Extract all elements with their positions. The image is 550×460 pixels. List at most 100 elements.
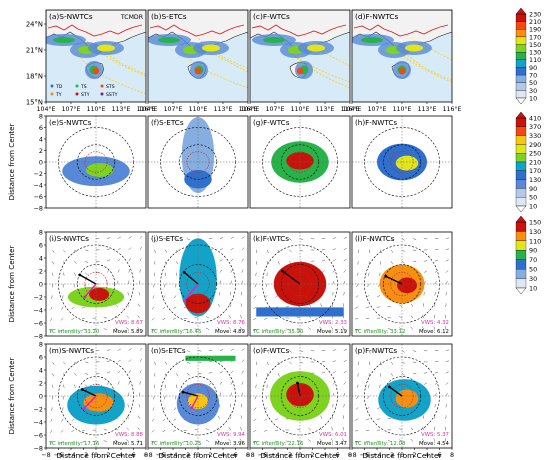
wind-vector xyxy=(217,315,221,319)
colorbar-bottom-arrow xyxy=(515,97,527,105)
wind-vector xyxy=(255,272,257,277)
wind-vector xyxy=(228,427,232,431)
vws-text: VWS: 9.94 xyxy=(217,432,246,438)
wind-vector xyxy=(445,382,449,385)
wind-vector xyxy=(219,259,223,262)
wind-vector xyxy=(390,350,394,354)
wind-vector xyxy=(230,247,234,251)
move-text: Move: 5.71 xyxy=(113,441,143,447)
wind-vector xyxy=(151,317,155,321)
wind-vector xyxy=(422,314,425,319)
motion-arrow-head xyxy=(80,388,84,391)
wind-vector xyxy=(117,247,121,251)
motion-arrow xyxy=(183,271,199,285)
wind-vector xyxy=(71,429,75,433)
wind-vector xyxy=(288,249,292,253)
wind-vector xyxy=(51,407,53,411)
x-tick-label: −8 xyxy=(41,451,50,459)
wind-vector xyxy=(399,316,403,319)
map-panel: (d)F-NWTCs 104°E 107°E 110°E 113°E 116°E xyxy=(343,9,462,113)
wind-vector xyxy=(229,415,232,419)
colorbar-top-arrow xyxy=(515,7,527,15)
x-tick-label: 2 xyxy=(310,451,314,459)
colorbar-segment xyxy=(515,52,527,60)
wind-vector xyxy=(173,306,177,309)
x-tick-label: 8 xyxy=(144,451,148,459)
x-tick-label: 104°E xyxy=(37,105,56,113)
wind-vector xyxy=(365,317,370,319)
wind-vector xyxy=(434,393,437,397)
wind-vector xyxy=(387,440,392,442)
x-tick-label: 107°E xyxy=(266,105,285,113)
wind-vector xyxy=(151,441,155,444)
wind-vector xyxy=(254,407,257,411)
legend-marker xyxy=(100,84,104,88)
map-panel-label: (d)F-NWTCs xyxy=(355,12,398,21)
motion-arrow-head xyxy=(384,274,388,278)
wind-vector xyxy=(296,316,301,319)
x-tick-label: 2 xyxy=(208,451,212,459)
wind-vector xyxy=(241,247,245,251)
y-tick-label: 6 xyxy=(39,353,43,361)
wind-vector xyxy=(228,438,231,442)
colorbar-segment xyxy=(515,144,527,154)
y-axis-label: Distance from Center xyxy=(7,124,16,201)
wind-vector xyxy=(106,382,110,385)
wind-vector xyxy=(103,440,107,442)
wind-vector xyxy=(401,373,405,376)
wind-vector xyxy=(126,303,129,307)
wind-vector xyxy=(230,348,234,351)
wind-vector xyxy=(241,236,245,239)
x-tick-label: 6 xyxy=(437,451,441,459)
y-tick-label: −6 xyxy=(34,319,43,327)
vws-text: VWS: 8.88 xyxy=(115,432,144,438)
wind-vector xyxy=(164,283,166,288)
wind-vector xyxy=(445,371,449,374)
wind-vector xyxy=(332,392,335,397)
wind-vector xyxy=(266,249,269,254)
wind-vector xyxy=(368,350,371,354)
wind-vector xyxy=(49,329,53,333)
x-tick-label: 116°E xyxy=(443,105,462,113)
wind-vector xyxy=(376,418,381,420)
rain-band xyxy=(256,307,344,317)
wind-vector xyxy=(355,306,359,309)
y-axis-label: Distance from Center xyxy=(7,358,16,435)
colorbar-tick-label: 90 xyxy=(529,64,537,72)
wind-vector xyxy=(50,418,53,422)
wind-vector xyxy=(114,316,118,319)
wind-vector xyxy=(74,361,78,364)
wind-vector xyxy=(162,429,166,433)
rain-max xyxy=(92,67,100,75)
wind-vector xyxy=(230,236,234,239)
x-axis-title: Distance from Center xyxy=(362,451,442,460)
x-tick-label: 4 xyxy=(323,451,327,459)
wind-vector xyxy=(128,236,132,239)
wind-vector xyxy=(63,238,67,241)
wind-vector xyxy=(445,404,448,408)
colorbar-segment xyxy=(515,13,527,22)
wind-vector xyxy=(410,427,414,431)
wind-vector xyxy=(205,439,210,442)
colorbar-segment xyxy=(515,240,527,251)
wind-vector xyxy=(266,361,269,366)
wind-vector xyxy=(343,269,346,273)
wind-vector xyxy=(321,361,326,363)
wind-vector xyxy=(434,259,439,262)
rain-contour xyxy=(89,287,110,301)
wind-vector xyxy=(342,426,344,431)
wind-vector xyxy=(434,404,436,408)
panel-label: (f)S-ETCs xyxy=(151,118,184,127)
wind-vector xyxy=(390,261,393,265)
wind-vector xyxy=(52,361,55,365)
wind-vector xyxy=(320,303,323,307)
wind-vector xyxy=(379,350,382,354)
wind-vector xyxy=(266,350,270,354)
wind-vector xyxy=(274,418,279,421)
wind-vector xyxy=(308,439,312,442)
wind-vector xyxy=(342,438,344,442)
wind-vector xyxy=(379,373,381,377)
wind-vector xyxy=(254,283,257,288)
wind-vector xyxy=(60,429,64,433)
wind-vector xyxy=(229,303,232,307)
